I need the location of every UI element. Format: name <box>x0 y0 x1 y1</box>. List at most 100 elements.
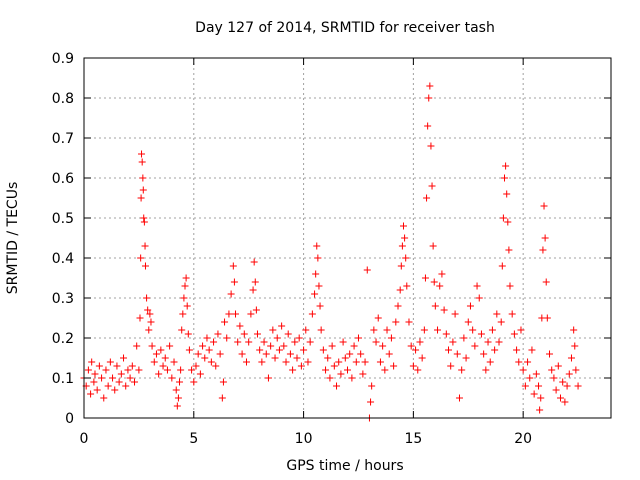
data-point <box>420 326 428 334</box>
data-point <box>227 290 235 298</box>
data-point <box>445 346 453 354</box>
data-point <box>136 314 144 322</box>
data-point <box>302 326 310 334</box>
data-point <box>106 358 114 366</box>
data-point <box>458 366 466 374</box>
data-point <box>348 374 356 382</box>
data-point <box>447 362 455 370</box>
data-point <box>498 262 506 270</box>
data-point <box>166 342 174 350</box>
data-point <box>385 350 393 358</box>
y-tick-label: 0.6 <box>52 171 74 187</box>
data-point <box>352 358 360 366</box>
data-point <box>124 366 132 374</box>
data-point <box>526 374 534 382</box>
data-point <box>540 202 548 210</box>
data-point <box>245 338 253 346</box>
data-point <box>177 366 185 374</box>
data-point <box>462 354 470 362</box>
data-point <box>532 370 540 378</box>
data-point <box>390 362 398 370</box>
data-points <box>80 82 582 422</box>
data-point <box>159 362 167 370</box>
data-point <box>497 318 505 326</box>
data-point <box>161 354 169 362</box>
data-point <box>210 338 218 346</box>
data-point <box>146 310 154 318</box>
data-point <box>131 378 139 386</box>
data-point <box>548 366 556 374</box>
data-point <box>423 194 431 202</box>
data-point <box>409 362 417 370</box>
data-point <box>316 302 324 310</box>
data-point <box>251 278 259 286</box>
x-tick-label: 5 <box>189 431 198 447</box>
data-point <box>330 362 338 370</box>
data-point <box>168 374 176 382</box>
data-point <box>196 370 204 378</box>
plot-frame <box>83 57 612 419</box>
data-point <box>267 342 275 350</box>
data-point <box>262 350 270 358</box>
data-point <box>172 386 180 394</box>
data-point <box>137 254 145 262</box>
data-point <box>418 354 426 362</box>
data-point <box>559 378 567 386</box>
data-point <box>275 346 283 354</box>
data-point <box>141 242 149 250</box>
data-point <box>312 270 320 278</box>
data-point <box>194 350 202 358</box>
data-point <box>178 326 186 334</box>
data-point <box>552 386 560 394</box>
data-point <box>252 306 260 314</box>
data-point <box>561 398 569 406</box>
data-point <box>337 370 345 378</box>
y-tick-label: 0.9 <box>52 51 74 67</box>
data-point <box>199 342 207 350</box>
data-point <box>503 190 511 198</box>
data-point <box>502 162 510 170</box>
data-point <box>140 218 148 226</box>
data-point <box>269 326 277 334</box>
x-axis-label: GPS time / hours <box>286 458 403 474</box>
data-point <box>396 286 404 294</box>
data-point <box>570 326 578 334</box>
data-point <box>510 330 518 338</box>
data-point <box>317 326 325 334</box>
data-point <box>451 310 459 318</box>
data-point <box>374 314 382 322</box>
data-point <box>475 294 483 302</box>
data-point <box>271 354 279 362</box>
data-point <box>424 122 432 130</box>
data-point <box>546 350 554 358</box>
data-point <box>473 282 481 290</box>
data-point <box>102 366 110 374</box>
data-point <box>464 318 472 326</box>
data-point <box>229 262 237 270</box>
data-point <box>426 82 434 90</box>
data-point <box>141 262 149 270</box>
data-point <box>223 334 231 342</box>
data-point <box>135 366 143 374</box>
data-point <box>282 358 290 366</box>
data-point <box>98 374 106 382</box>
data-point <box>91 370 99 378</box>
data-point <box>397 262 405 270</box>
data-point <box>519 366 527 374</box>
data-point <box>163 366 171 374</box>
data-point <box>143 294 151 302</box>
data-point <box>293 354 301 362</box>
y-tick-label: 0.3 <box>52 291 74 307</box>
data-point <box>133 342 141 350</box>
data-point <box>427 142 435 150</box>
data-point <box>361 358 369 366</box>
y-tick-label: 0.7 <box>52 131 74 147</box>
data-point <box>144 306 152 314</box>
data-point <box>311 290 319 298</box>
data-point <box>372 338 380 346</box>
data-point <box>297 362 305 370</box>
data-point <box>574 382 582 390</box>
data-point <box>407 342 415 350</box>
y-tick-label: 0.1 <box>52 371 74 387</box>
